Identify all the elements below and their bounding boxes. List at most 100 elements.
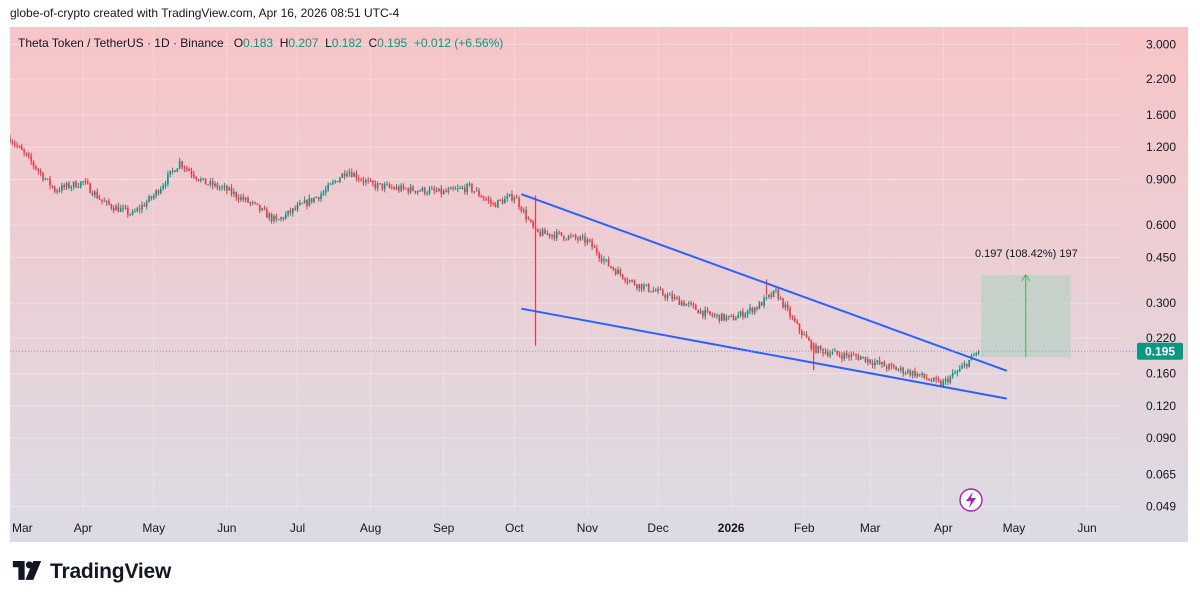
candle-body bbox=[923, 373, 926, 378]
candle-body bbox=[108, 200, 110, 205]
candle-body bbox=[803, 334, 806, 336]
candle-body bbox=[683, 301, 685, 306]
candle-body bbox=[209, 181, 212, 185]
candle-body bbox=[737, 315, 740, 319]
candle-body bbox=[211, 181, 214, 186]
candle-body bbox=[82, 181, 84, 183]
candle-body bbox=[539, 231, 542, 236]
candle-body bbox=[303, 200, 306, 204]
y-tick-label: 0.600 bbox=[1146, 218, 1176, 232]
candle-body bbox=[567, 235, 570, 240]
candle-body bbox=[296, 204, 299, 210]
candle-body bbox=[310, 198, 313, 202]
candle-body bbox=[577, 238, 579, 240]
candle-body bbox=[511, 194, 513, 201]
measure-label: 0.197 (108.42%) 197 bbox=[975, 248, 1078, 260]
candle-body bbox=[409, 186, 412, 193]
candle-body bbox=[388, 184, 391, 188]
candle-body bbox=[522, 210, 525, 212]
candle-body bbox=[932, 377, 935, 382]
candle-body bbox=[508, 194, 511, 197]
candle-body bbox=[299, 203, 301, 205]
candle-body bbox=[313, 197, 315, 202]
chart-panel[interactable]: 0.197 (108.42%) 197 3.000 2.200 1.600 1.200… bbox=[9, 27, 1188, 542]
candle-body bbox=[44, 178, 47, 180]
candle-body bbox=[570, 235, 572, 237]
candle-body bbox=[815, 344, 817, 353]
candle-body bbox=[249, 202, 252, 204]
candle-body bbox=[143, 204, 146, 207]
candle-body bbox=[152, 195, 155, 199]
candle-body bbox=[706, 309, 709, 312]
candle-body bbox=[647, 284, 650, 292]
candle-body bbox=[230, 187, 233, 194]
candle-body bbox=[25, 152, 28, 155]
candle-body bbox=[838, 354, 841, 356]
candle-body bbox=[23, 149, 25, 153]
candle-body bbox=[343, 173, 346, 177]
candle-body bbox=[216, 183, 219, 189]
candle-body bbox=[775, 289, 777, 291]
candle-body bbox=[49, 178, 51, 186]
price-chart[interactable]: 0.197 (108.42%) 197 3.000 2.200 1.600 1.200… bbox=[9, 27, 1188, 542]
candle-body bbox=[515, 197, 518, 199]
tradingview-logo-icon bbox=[12, 561, 42, 580]
candle-body bbox=[233, 192, 235, 194]
candle-body bbox=[270, 213, 273, 221]
candle-body bbox=[779, 298, 782, 300]
candle-body bbox=[266, 209, 268, 218]
candle-body bbox=[958, 368, 961, 372]
candle-body bbox=[416, 190, 419, 193]
candle-body bbox=[56, 190, 58, 192]
candle-body bbox=[431, 188, 433, 190]
candle-body bbox=[916, 373, 919, 377]
candle-body bbox=[428, 189, 431, 194]
candle-body bbox=[497, 199, 499, 208]
candle-body bbox=[148, 196, 150, 202]
candle-body bbox=[412, 186, 414, 191]
candle-body bbox=[624, 278, 626, 281]
candle-body bbox=[699, 310, 702, 314]
candle-body bbox=[322, 192, 325, 195]
candle-body bbox=[341, 173, 344, 178]
candle-body bbox=[636, 284, 638, 289]
candle-body bbox=[402, 185, 405, 189]
candle-body bbox=[70, 186, 73, 189]
candle-body bbox=[661, 289, 664, 296]
candle-body bbox=[421, 187, 424, 191]
measure-tool: 0.197 (108.42%) 197 bbox=[975, 248, 1078, 358]
candle-body bbox=[732, 316, 735, 321]
candle-body bbox=[282, 217, 285, 219]
candle-body bbox=[565, 239, 568, 241]
candle-body bbox=[977, 352, 980, 354]
change-value: +0.012 (+6.56%) bbox=[413, 36, 504, 50]
candle-body bbox=[235, 192, 238, 198]
candle-body bbox=[131, 211, 134, 215]
y-tick-label: 0.065 bbox=[1146, 468, 1176, 482]
candle-body bbox=[758, 302, 761, 309]
candle-body bbox=[909, 370, 912, 376]
candle-body bbox=[739, 311, 742, 316]
candle-body bbox=[110, 204, 113, 209]
candle-body bbox=[284, 214, 287, 219]
candle-body bbox=[702, 310, 704, 317]
candle-body bbox=[35, 166, 37, 170]
candle-body bbox=[541, 229, 544, 236]
candle-body bbox=[727, 315, 730, 317]
candle-body bbox=[628, 280, 631, 282]
candle-body bbox=[145, 201, 148, 207]
candle-body bbox=[339, 177, 341, 183]
candle-body bbox=[485, 198, 487, 200]
candle-body bbox=[548, 233, 551, 237]
candle-body bbox=[883, 362, 886, 367]
candle-body bbox=[157, 190, 160, 194]
tradingview-brand[interactable]: TradingView bbox=[12, 560, 171, 584]
candle-body bbox=[46, 178, 49, 180]
candle-body bbox=[435, 190, 438, 192]
candle-body bbox=[91, 192, 94, 196]
candle-body bbox=[709, 311, 711, 315]
candle-body bbox=[504, 198, 506, 204]
x-tick-label: Oct bbox=[505, 521, 524, 535]
candle-body bbox=[468, 183, 471, 185]
flash-icon[interactable] bbox=[959, 488, 983, 512]
